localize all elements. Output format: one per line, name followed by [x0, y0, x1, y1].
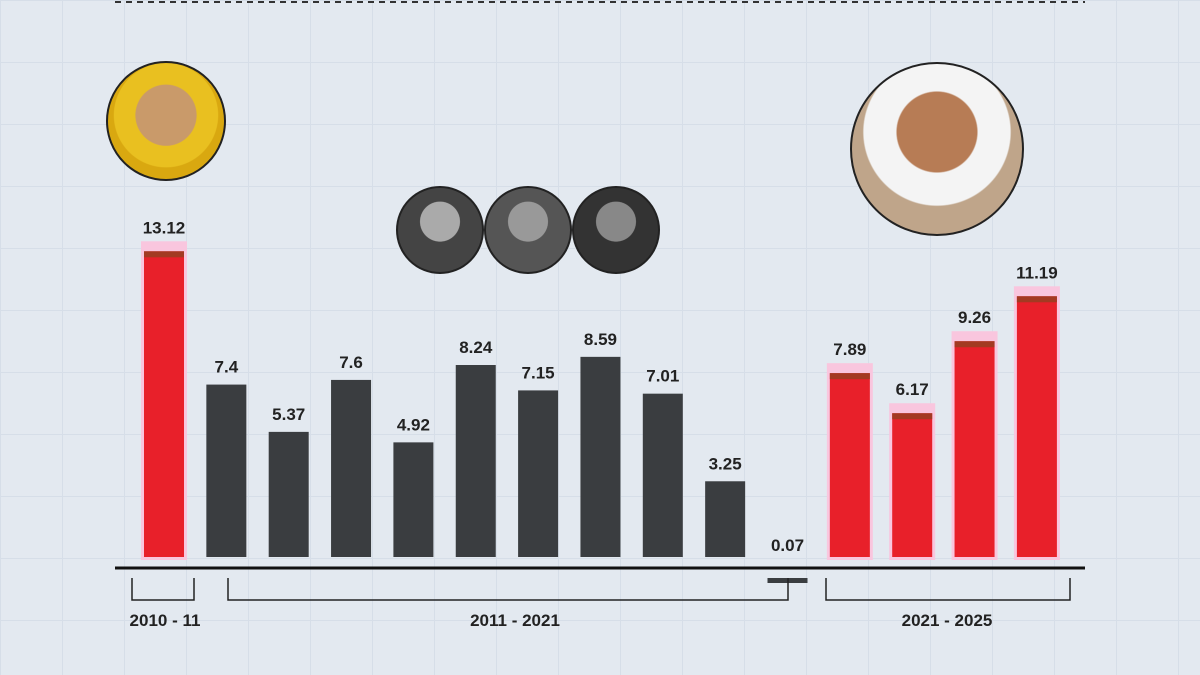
bar-cap: [892, 413, 933, 420]
bar-cap: [954, 341, 995, 348]
data-label: 7.6: [339, 353, 363, 372]
portrait-stalin: [850, 62, 1024, 236]
data-label: 3.25: [709, 454, 742, 473]
bar: [642, 393, 683, 557]
bar: [705, 481, 746, 557]
group-label: 2010 - 11: [130, 611, 201, 630]
bar-cap: [1016, 296, 1057, 303]
data-label: 8.59: [584, 330, 617, 349]
bar: [954, 341, 995, 557]
data-label: 7.89: [833, 340, 866, 359]
bar: [829, 373, 870, 557]
bar-cap: [829, 373, 870, 380]
group-bracket: [227, 578, 789, 601]
bar: [580, 356, 621, 557]
group-bracket: [825, 578, 1071, 601]
bar: [518, 390, 559, 557]
bar: [206, 384, 247, 557]
data-label: 7.15: [522, 363, 555, 382]
data-label: 7.4: [215, 358, 239, 377]
data-label: 13.12: [143, 218, 186, 237]
bar-cap: [144, 251, 184, 258]
portrait-panneerselvam: [484, 186, 572, 274]
data-label: 4.92: [397, 415, 430, 434]
bar: [144, 251, 184, 557]
data-label: 0.07: [771, 536, 804, 555]
bar: [331, 379, 372, 557]
data-label: 9.26: [958, 308, 991, 327]
bar: [1016, 296, 1057, 557]
bar: [268, 431, 309, 557]
portrait-palaniswami: [572, 186, 660, 274]
data-label: 6.17: [896, 380, 929, 399]
bar: [455, 365, 496, 557]
data-label: 7.01: [646, 367, 679, 386]
group-bracket: [131, 578, 195, 601]
bar: [393, 442, 434, 557]
data-label: 11.19: [1016, 263, 1058, 282]
bar: [892, 413, 933, 557]
group-label: 2011 - 2021: [470, 611, 560, 630]
group-label: 2021 - 2025: [902, 611, 993, 630]
data-label: 8.24: [459, 338, 493, 357]
data-label: 5.37: [272, 405, 305, 424]
portrait-jayalalithaa: [396, 186, 484, 274]
portrait-karunanidhi: [106, 61, 226, 181]
